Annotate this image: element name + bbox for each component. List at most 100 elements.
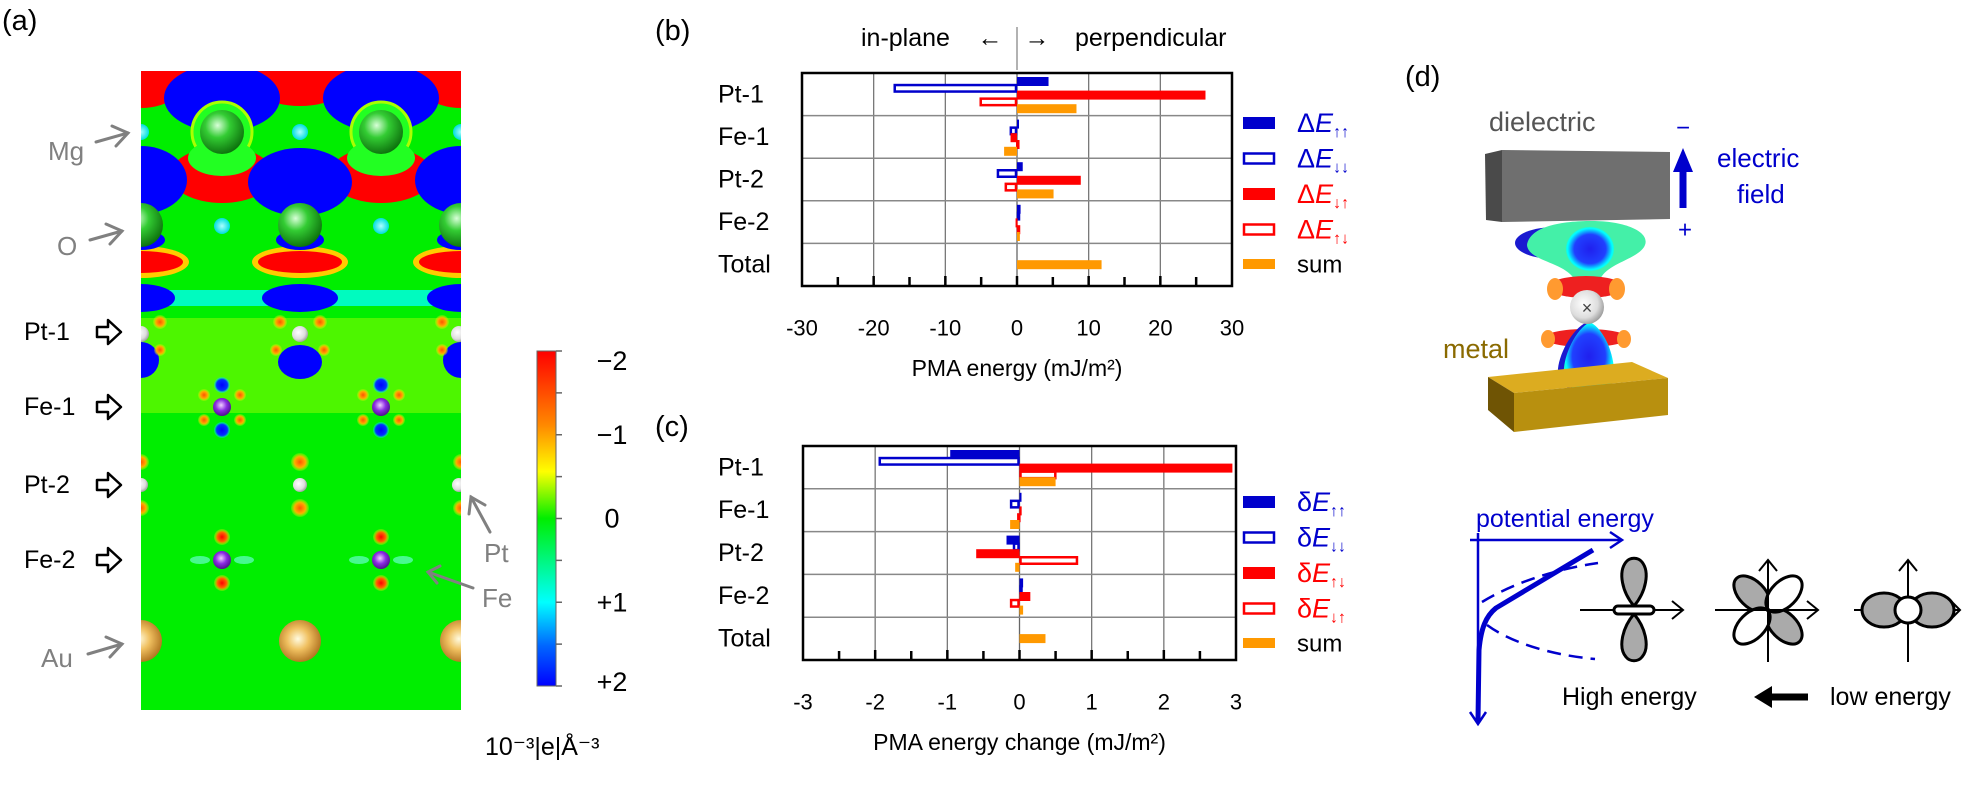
au-arrow-icon <box>86 635 125 659</box>
plus-sign: + <box>1678 217 1692 244</box>
x-axis-label: PMA energy (mJ/m²) <box>912 355 1123 381</box>
bar-δE↑↑ <box>1019 578 1024 588</box>
block-arrow-icon <box>95 546 123 574</box>
dz2-orbital-icon <box>1580 556 1685 663</box>
left-arrow-icon <box>1754 686 1808 708</box>
legend-swatch <box>1243 188 1275 200</box>
legend-swatch <box>1243 496 1275 508</box>
bar-δE↓↓ <box>878 456 1020 466</box>
au-label: Au <box>41 643 73 673</box>
high-energy-label: High energy <box>1562 683 1697 711</box>
orbital-isosurface <box>1515 221 1646 392</box>
bar-δE↓↓ <box>1019 585 1023 595</box>
panel-label-d: (d) <box>1405 61 1440 93</box>
legend-label: sum <box>1297 631 1342 658</box>
bar-δE↓↑ <box>1019 470 1057 480</box>
charge-density-map <box>141 71 461 710</box>
panel-label-c: (c) <box>655 411 689 443</box>
colorbar-tick-label: +1 <box>597 587 628 617</box>
bar-sum <box>1017 104 1077 114</box>
colorbar-tick-label: −1 <box>597 420 628 450</box>
legend-label: δE↑↑ <box>1297 487 1346 520</box>
colorbar <box>536 350 557 687</box>
legend-swatch <box>1243 567 1275 579</box>
bar-ΔE↑↓ <box>979 97 1018 107</box>
x-tick-label: 3 <box>1230 690 1242 715</box>
x-tick-label: 1 <box>1086 690 1098 715</box>
pt-label: Pt <box>484 538 509 568</box>
right-arrow-icon: → <box>1025 24 1050 52</box>
bar-sum <box>1017 260 1102 270</box>
colorbar-tick-label: 0 <box>604 504 619 534</box>
in-plane-label: in-plane <box>861 24 950 52</box>
colorbar-tick-label: +2 <box>597 667 628 697</box>
layer-label: Pt-1 <box>24 318 70 346</box>
x-tick-label: -1 <box>938 690 958 715</box>
bar-ΔE↓↓ <box>893 83 1018 93</box>
x-tick-label: -10 <box>929 316 961 341</box>
bar-δE↓↓ <box>1012 542 1020 552</box>
dielectric-label: dielectric <box>1489 107 1596 137</box>
x-tick-label: 10 <box>1076 316 1100 341</box>
left-arrow-icon: ← <box>978 24 1003 52</box>
panel-label-b: (b) <box>655 15 690 47</box>
bar-ΔE↓↑ <box>1017 90 1206 100</box>
legend-swatch <box>1243 638 1275 648</box>
legend-swatch <box>1242 223 1276 236</box>
dielectric-block <box>1485 150 1670 222</box>
legend-swatch <box>1243 259 1275 269</box>
minus-sign: − <box>1676 115 1690 142</box>
bar-sum <box>1010 520 1020 529</box>
category-label: Fe-1 <box>718 496 769 524</box>
bar-δE↑↑ <box>1006 535 1020 545</box>
colorbar-unit: 10⁻³|e|Å⁻³ <box>485 731 599 761</box>
category-label: Fe-2 <box>718 208 769 236</box>
category-label: Fe-2 <box>718 582 769 610</box>
bar-sum <box>1015 562 1020 572</box>
bar-ΔE↓↑ <box>1017 175 1081 185</box>
bar-ΔE↑↑ <box>1017 77 1049 86</box>
bar-ΔE↑↓ <box>1004 182 1018 192</box>
bar-sum <box>1004 146 1017 156</box>
mg-label: Mg <box>48 136 84 166</box>
perpendicular-label: perpendicular <box>1075 24 1227 52</box>
bar-δE↓↑ <box>1017 513 1021 523</box>
category-label: Pt-2 <box>718 166 764 194</box>
colorbar-tick-label: −2 <box>597 346 628 376</box>
bar-sum <box>1017 189 1054 199</box>
bar-ΔE↓↓ <box>1009 126 1018 136</box>
atom-cross-icon: × <box>1582 298 1593 318</box>
bar-sum <box>1017 232 1020 241</box>
bar-δE↓↑ <box>1019 556 1079 565</box>
fe-label: Fe <box>482 583 512 613</box>
bar-δE↑↑ <box>1019 492 1022 502</box>
mg-atoms <box>200 110 403 154</box>
x-tick-label: 2 <box>1158 690 1170 715</box>
electric-label: electric <box>1717 143 1799 173</box>
bar-ΔE↓↑ <box>1015 218 1018 228</box>
chart-pma-energy: -30 -20 -10 0 10 20 30 Pt-1 Fe-1 Pt-2 Fe-2 Total PMA… <box>718 71 1349 381</box>
x-tick-label: 20 <box>1148 316 1172 341</box>
legend-label: ΔE↑↑ <box>1297 108 1349 141</box>
bar-ΔE↑↓ <box>1016 140 1020 149</box>
bar-ΔE↑↓ <box>1016 225 1021 235</box>
bar-ΔE↓↓ <box>996 169 1018 178</box>
metal-label: metal <box>1443 334 1509 364</box>
legend-label: δE↑↓ <box>1297 558 1346 591</box>
o-atoms <box>141 124 461 234</box>
block-arrow-icon <box>95 471 123 499</box>
bar-δE↑↓ <box>1019 506 1022 516</box>
field-label: field <box>1737 179 1785 209</box>
legend-swatch <box>1242 152 1276 165</box>
legend-label: δE↓↑ <box>1297 594 1346 627</box>
x-tick-label: 30 <box>1220 316 1244 341</box>
category-label: Total <box>718 625 771 653</box>
category-label: Pt-1 <box>718 80 764 108</box>
x-tick-label: 0 <box>1011 316 1023 341</box>
legend-swatch <box>1242 531 1276 544</box>
category-label: Pt-2 <box>718 539 764 567</box>
low-energy-label: low energy <box>1830 683 1951 711</box>
legend-label: ΔE↓↓ <box>1297 144 1349 177</box>
potential-energy-label: potential energy <box>1476 505 1654 533</box>
